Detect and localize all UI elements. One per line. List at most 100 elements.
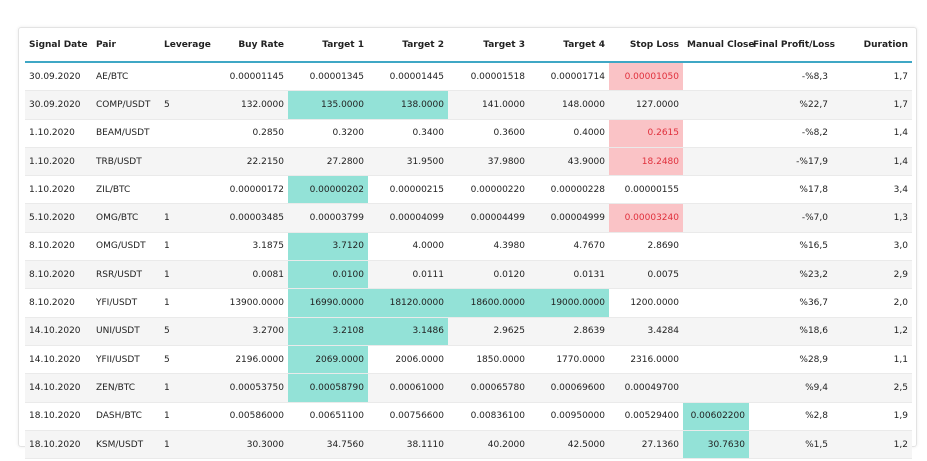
table-cell: 4.0000 (368, 232, 448, 262)
table-cell (160, 147, 210, 177)
table-cell: 2316.0000 (609, 345, 683, 375)
table-cell: %36,7 (749, 288, 832, 318)
table-cell (683, 119, 749, 148)
table-cell: 1850.0000 (448, 345, 529, 375)
table-cell: 0.00651100 (288, 402, 368, 431)
table-cell: 3.2108 (288, 317, 368, 346)
table-cell: 2,0 (832, 288, 912, 318)
table-cell: 16990.0000 (288, 288, 368, 318)
table-cell: 18600.0000 (448, 288, 529, 318)
table-row: 5.10.2020 OMG/BTC 1 0.00003485 0.00003799 0.0… (25, 203, 912, 233)
table-cell: 1,7 (832, 62, 912, 92)
table-cell (683, 373, 749, 403)
table-cell: 0.00001518 (448, 62, 529, 92)
column-header: Stop Loss (609, 28, 683, 63)
table-cell: 1 (160, 260, 210, 290)
table-cell: 0.0120 (448, 260, 529, 290)
table-cell: 1 (160, 203, 210, 233)
table-cell: 0.00000220 (448, 175, 529, 205)
table-cell: 0.00756600 (368, 402, 448, 431)
table-cell (683, 317, 749, 346)
table-cell: TRB/USDT (92, 147, 160, 177)
table-cell: 0.00001714 (529, 62, 609, 92)
table-cell: 0.00049700 (609, 373, 683, 403)
table-cell: 0.00529400 (609, 402, 683, 431)
table-cell: 1,4 (832, 119, 912, 148)
table-cell: 0.00004499 (448, 203, 529, 233)
table-cell: 14.10.2020 (25, 345, 92, 375)
table-cell: %22,7 (749, 90, 832, 120)
table-cell: 2,9 (832, 260, 912, 290)
table-cell: 8.10.2020 (25, 260, 92, 290)
table-cell: YFII/USDT (92, 345, 160, 375)
table-cell: 0.00003485 (210, 203, 288, 233)
column-header: Target 3 (448, 28, 529, 63)
table-cell: 40.2000 (448, 430, 529, 460)
table-cell: 1,3 (832, 203, 912, 233)
table-cell: 5 (160, 90, 210, 120)
table-cell: 5 (160, 317, 210, 346)
table-cell: AE/BTC (92, 62, 160, 92)
table-cell: 3.1486 (368, 317, 448, 346)
table-cell: 127.0000 (609, 90, 683, 120)
table-cell: 0.2615 (609, 119, 683, 148)
table-cell: 2,5 (832, 373, 912, 403)
table-cell: 27.1360 (609, 430, 683, 460)
table-cell: 1,1 (832, 345, 912, 375)
table-cell: 138.0000 (368, 90, 448, 120)
table-cell: 0.00001445 (368, 62, 448, 92)
table-row: 30.09.2020 AE/BTC 0.00001145 0.00001345 0.00… (25, 62, 912, 92)
table-cell: UNI/USDT (92, 317, 160, 346)
table-cell: 3.7120 (288, 232, 368, 262)
table-row: 14.10.2020 YFII/USDT 5 2196.0000 2069.0000 20… (25, 345, 912, 375)
table-cell: 42.5000 (529, 430, 609, 460)
table-cell: 1 (160, 232, 210, 262)
column-header: Target 1 (288, 28, 368, 63)
table-row: 8.10.2020 YFI/USDT 1 13900.0000 16990.0000 18… (25, 288, 912, 318)
table-cell: 18.2480 (609, 147, 683, 177)
table-cell: OMG/BTC (92, 203, 160, 233)
table-cell (683, 232, 749, 262)
table-cell: -%17,9 (749, 147, 832, 177)
table-cell: 2.8690 (609, 232, 683, 262)
table-cell: 8.10.2020 (25, 232, 92, 262)
table-cell: 0.2850 (210, 119, 288, 148)
table-cell: 14.10.2020 (25, 317, 92, 346)
table-cell: 30.3000 (210, 430, 288, 460)
table-cell (683, 345, 749, 375)
table-cell: 1.10.2020 (25, 175, 92, 205)
table-cell: 1200.0000 (609, 288, 683, 318)
table-cell: 135.0000 (288, 90, 368, 120)
table-cell (683, 62, 749, 92)
table-cell: 30.7630 (683, 430, 749, 460)
column-header: Pair (92, 28, 160, 63)
table-row: 1.10.2020 TRB/USDT 22.2150 27.2800 31.9500 37… (25, 147, 912, 177)
table-cell: 0.00058790 (288, 373, 368, 403)
table-cell: 0.00003240 (609, 203, 683, 233)
table-row: 1.10.2020 BEAM/USDT 0.2850 0.3200 0.3400 0.36… (25, 119, 912, 148)
table-cell: 0.0081 (210, 260, 288, 290)
table-row: 14.10.2020 UNI/USDT 5 3.2700 3.2108 3.1486 2.9… (25, 317, 912, 346)
table-row: 30.09.2020 COMP/USDT 5 132.0000 135.0000 138.… (25, 90, 912, 120)
table-cell: 3.2700 (210, 317, 288, 346)
table-cell: -%8,2 (749, 119, 832, 148)
column-header: Signal Date (25, 28, 92, 63)
table-cell: OMG/USDT (92, 232, 160, 262)
table-cell: 0.00000172 (210, 175, 288, 205)
table-cell: 0.00602200 (683, 402, 749, 431)
table-cell: 0.00004999 (529, 203, 609, 233)
table-cell: BEAM/USDT (92, 119, 160, 148)
table-cell: 0.00000155 (609, 175, 683, 205)
table-cell: 38.1110 (368, 430, 448, 460)
table-cell: 0.00000228 (529, 175, 609, 205)
table-cell: 1,2 (832, 430, 912, 460)
table-cell: 0.0075 (609, 260, 683, 290)
table-cell: 8.10.2020 (25, 288, 92, 318)
table-cell: 3.4284 (609, 317, 683, 346)
table-cell: 132.0000 (210, 90, 288, 120)
table-cell: %1,5 (749, 430, 832, 460)
table-cell: 2196.0000 (210, 345, 288, 375)
